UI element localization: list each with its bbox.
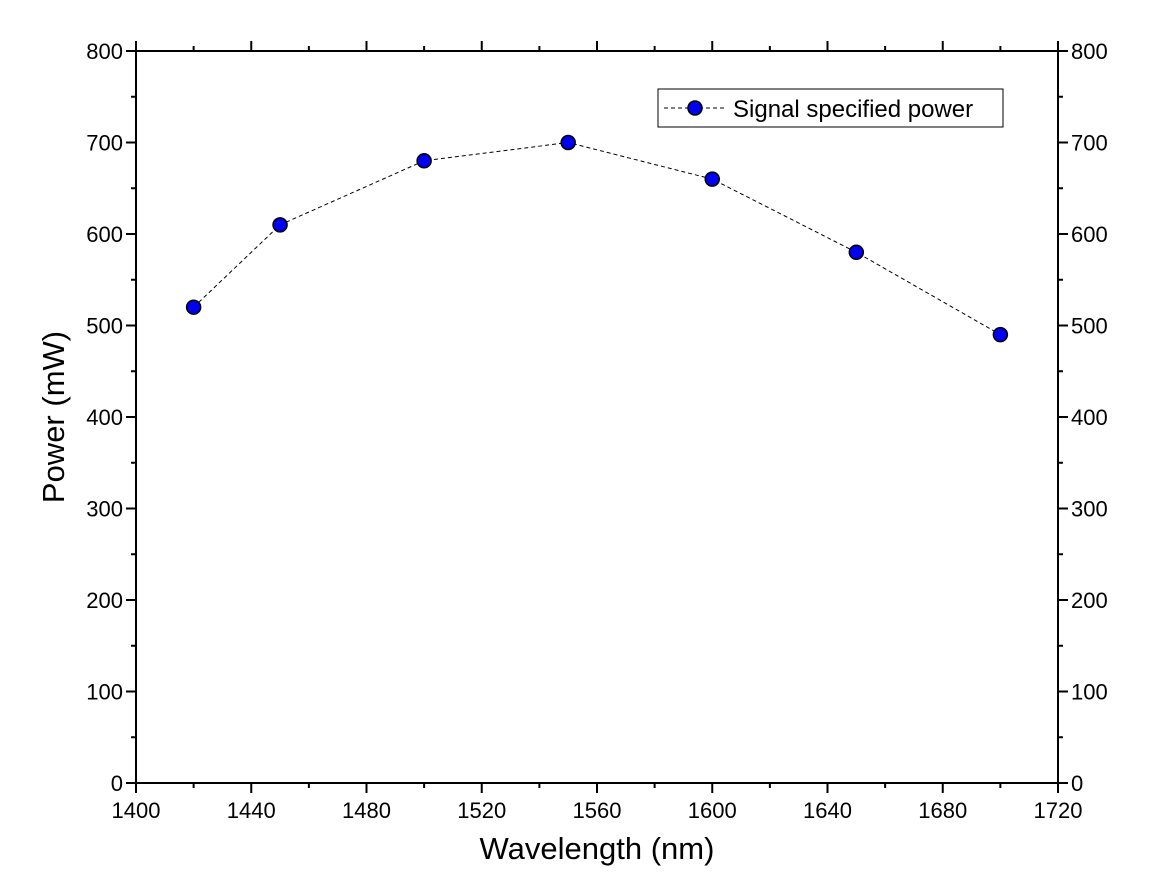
y-tick-label-right: 600 xyxy=(1071,222,1108,247)
y-tick-label-left: 500 xyxy=(86,314,123,339)
plot-frame xyxy=(135,50,1059,784)
y-tick-label-right: 100 xyxy=(1071,680,1108,705)
data-point xyxy=(272,217,288,233)
data-point xyxy=(560,134,576,151)
y-tick-label-right: 200 xyxy=(1071,588,1108,613)
x-tick-label: 1440 xyxy=(227,798,276,823)
y-tick-label-left: 300 xyxy=(86,497,123,522)
x-tick-label: 1480 xyxy=(342,798,391,823)
y-axis-title: Power (mW) xyxy=(36,331,71,503)
x-axis-title: Wavelength (nm) xyxy=(480,831,715,866)
y-tick-label-right: 500 xyxy=(1071,314,1108,339)
legend-marker xyxy=(687,100,703,116)
x-tick-label: 1400 xyxy=(112,798,161,823)
y-tick-label-left: 800 xyxy=(86,39,123,64)
y-tick-label-left: 600 xyxy=(86,222,123,247)
data-point xyxy=(992,326,1009,343)
data-point xyxy=(704,171,720,187)
y-tick-label-left: 0 xyxy=(111,771,123,796)
x-tick-label: 1560 xyxy=(573,798,622,823)
y-tick-label-right: 800 xyxy=(1071,39,1108,64)
y-tick-label-left: 400 xyxy=(86,405,123,430)
x-tick-label: 1520 xyxy=(457,798,506,823)
legend-label: Signal specified power xyxy=(733,96,973,123)
data-point xyxy=(848,244,865,261)
x-tick-label: 1720 xyxy=(1034,798,1083,823)
x-tick-label: 1680 xyxy=(918,798,967,823)
y-tick-label-left: 100 xyxy=(86,680,123,705)
legend: Signal specified power xyxy=(657,88,1004,128)
data-point xyxy=(416,153,432,169)
data-point xyxy=(185,299,202,315)
y-tick-label-left: 700 xyxy=(86,131,123,156)
x-tick-label: 1640 xyxy=(803,798,852,823)
series-line xyxy=(193,141,1001,336)
series-layer xyxy=(185,134,1009,343)
y-tick-label-right: 0 xyxy=(1071,771,1083,796)
y-tick-label-right: 700 xyxy=(1071,131,1108,156)
y-tick-label-left: 200 xyxy=(86,588,123,613)
x-tick-label: 1600 xyxy=(688,798,737,823)
y-tick-label-right: 300 xyxy=(1071,497,1108,522)
y-tick-label-right: 400 xyxy=(1071,405,1108,430)
